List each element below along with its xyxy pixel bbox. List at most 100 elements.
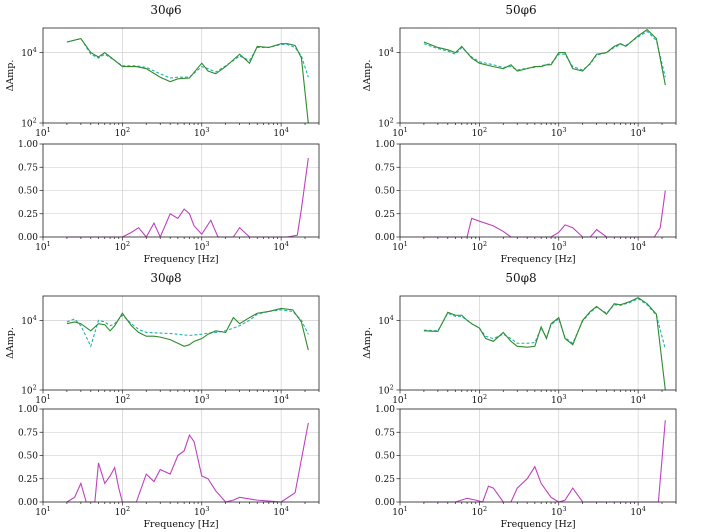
subplot-title: 50φ8 [505,271,536,285]
x-tick-exponent: 2 [126,126,130,134]
x-tick-label: 103 [551,126,567,139]
y-tick-label: 0.50 [375,452,395,462]
model-line [66,37,309,79]
x-tick-label: 103 [551,393,567,406]
y-tick-label: 0.75 [375,428,395,438]
x-tick-exponent: 3 [562,505,566,513]
measured-line [423,296,666,391]
x-tick-label: 104 [630,505,646,518]
x-axis-label: Frequency [Hz] [143,254,218,265]
x-axis-label: Frequency [Hz] [143,519,218,530]
x-tick-exponent: 1 [404,126,408,134]
x-tick-exponent: 4 [285,393,289,401]
x-tick-label: 102 [472,505,488,518]
y-tick-exponent: 4 [33,46,37,54]
x-tick-label: 101 [392,126,408,139]
x-tick-exponent: 4 [285,505,289,513]
x-tick-exponent: 2 [126,505,130,513]
amplitude-frame [42,295,320,391]
y-tick-label: 0.75 [375,163,395,173]
x-tick-exponent: 2 [483,393,487,401]
y-tick-label: 102 [378,384,394,397]
model-line [66,309,309,348]
x-axis-label: Frequency [Hz] [500,254,575,265]
x-tick-label: 101 [35,393,51,406]
x-tick-label: 103 [194,126,210,139]
y-tick-label: 0.00 [375,498,395,508]
y-tick-label: 104 [21,314,37,327]
subplot-title: 30φ6 [150,3,181,17]
y-tick-label: 1.00 [18,140,38,150]
difference-frame [42,143,320,238]
x-tick-exponent: 3 [205,393,209,401]
y-axis-label: ΔAmp. [362,327,373,359]
y-tick-exponent: 4 [390,46,394,54]
x-tick-label: 104 [630,240,646,253]
y-axis-label: ΔAmp. [5,60,16,92]
amplitude-frame [399,27,677,124]
y-tick-label: 102 [378,117,394,130]
y-tick-label: 0.00 [18,498,38,508]
x-tick-exponent: 4 [285,126,289,134]
x-tick-exponent: 3 [205,505,209,513]
y-tick-label: 104 [378,46,394,59]
amplitude-frame [399,295,677,391]
difference-frame [399,408,677,503]
x-tick-exponent: 1 [404,505,408,513]
x-tick-exponent: 1 [47,240,51,248]
x-tick-exponent: 1 [47,126,51,134]
x-tick-exponent: 2 [126,393,130,401]
difference-frame [399,143,677,238]
y-tick-label: 102 [21,117,37,130]
y-tick-label: 0.75 [18,428,38,438]
x-axis-label: Frequency [Hz] [500,519,575,530]
x-tick-label: 103 [194,393,210,406]
y-tick-exponent: 2 [390,384,394,392]
x-tick-exponent: 1 [47,393,51,401]
difference-line [66,422,309,503]
x-tick-label: 104 [273,126,289,139]
y-tick-label: 0.50 [18,452,38,462]
x-tick-label: 103 [551,240,567,253]
x-tick-exponent: 4 [285,240,289,248]
y-tick-label: 1.00 [375,405,395,415]
x-tick-label: 102 [115,393,131,406]
measured-line [66,37,309,124]
x-tick-exponent: 3 [562,126,566,134]
x-tick-label: 102 [472,393,488,406]
y-axis-label: ΔAmp. [362,60,373,92]
difference-line [66,157,309,239]
x-tick-exponent: 2 [483,240,487,248]
y-tick-exponent: 2 [33,384,37,392]
x-tick-label: 104 [273,505,289,518]
y-tick-label: 104 [378,314,394,327]
model-line [423,298,666,350]
x-tick-exponent: 3 [205,126,209,134]
x-tick-label: 103 [551,505,567,518]
x-tick-label: 104 [273,240,289,253]
x-tick-label: 102 [472,240,488,253]
y-tick-label: 0.25 [18,210,38,220]
y-tick-label: 102 [21,384,37,397]
y-tick-label: 0.50 [18,187,38,197]
y-tick-label: 0.25 [18,475,38,485]
x-tick-label: 102 [115,505,131,518]
measured-line [66,307,309,351]
amplitude-frame [42,27,320,124]
x-tick-exponent: 4 [642,393,646,401]
x-tick-label: 104 [273,393,289,406]
measured-line [423,28,666,86]
y-tick-label: 1.00 [375,140,395,150]
y-tick-label: 0.25 [375,475,395,485]
